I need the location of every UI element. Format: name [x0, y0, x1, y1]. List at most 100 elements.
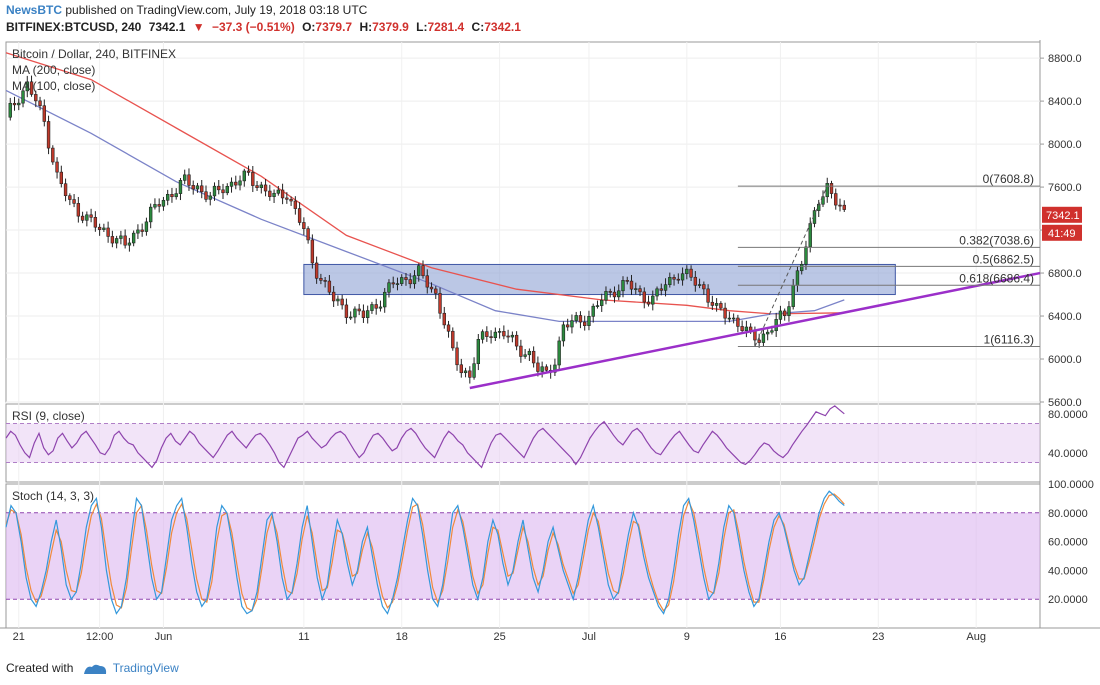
candle-body [246, 170, 251, 173]
candle-body [642, 291, 646, 303]
open-value: 7379.7 [315, 20, 353, 34]
candle-body [383, 291, 387, 308]
candle-body [161, 199, 166, 207]
candle-body [212, 185, 217, 197]
candle-body [485, 331, 489, 337]
symbol-label: BITFINEX:BTCUSD, 240 [6, 20, 142, 34]
tradingview-logo-icon [84, 664, 107, 674]
candle-body [63, 183, 68, 197]
close-value: 7342.1 [484, 20, 521, 34]
candle-body [229, 181, 234, 187]
candle-body [731, 317, 736, 320]
candle-body [85, 214, 89, 221]
candle-body [834, 193, 838, 206]
candle-body [110, 236, 115, 244]
price-tick-label: 6400.0 [1048, 311, 1082, 323]
candle-body [651, 295, 655, 305]
candle-body [234, 181, 238, 186]
candle-body [370, 304, 374, 311]
candle-body [55, 161, 59, 173]
candle-body [136, 229, 140, 234]
candle-body [366, 310, 370, 318]
candle-body [225, 186, 229, 194]
candle-body [668, 277, 672, 285]
price-tick-label: 6800.0 [1048, 268, 1082, 280]
fib-diagonal [754, 185, 828, 347]
footer: Created with TradingView [6, 661, 179, 675]
candle-body [710, 301, 715, 306]
candle-body [17, 102, 21, 106]
ma200-line [5, 52, 845, 315]
publish-info: NewsBTC published on TradingView.com, Ju… [6, 3, 367, 17]
candle-body [25, 81, 29, 92]
candle-body [344, 304, 349, 318]
change-arrow-icon: ▼ [192, 20, 205, 34]
candle-body [89, 214, 93, 218]
candle-body [208, 195, 212, 200]
candle-body [59, 171, 63, 185]
candle-body [217, 185, 221, 191]
chart-title: Bitcoin / Dollar, 240, BITFINEX [12, 47, 176, 61]
chart-canvas[interactable]: 5600.06000.06400.06800.07200.07600.08000… [0, 40, 1100, 660]
candle-body [144, 221, 149, 232]
candle-body [21, 90, 25, 104]
candle-body [412, 275, 417, 285]
candle-body [421, 265, 425, 277]
candle-body [140, 229, 144, 232]
fib-level-label: 0(7608.8) [983, 172, 1034, 186]
last-price: 7342.1 [148, 20, 186, 34]
candle-body [174, 193, 178, 198]
candle-body [629, 280, 634, 290]
chart-area[interactable]: 5600.06000.06400.06800.07200.07600.08000… [0, 40, 1100, 660]
candle-body [463, 370, 468, 374]
candle-body [446, 324, 451, 332]
high-label: H: [359, 20, 373, 34]
candle-body [740, 326, 744, 331]
candle-body [510, 334, 515, 338]
candle-body [783, 310, 787, 316]
low-value: 7281.4 [427, 20, 465, 34]
candle-body [327, 280, 332, 293]
candle-body [276, 189, 281, 194]
candle-body [497, 331, 502, 333]
candle-body [676, 278, 680, 281]
fib-level-label: 0.618(6686.4) [959, 271, 1034, 285]
time-tick-label: 16 [774, 631, 786, 643]
candle-body [702, 284, 706, 290]
candle-body [442, 312, 446, 326]
candle-body [251, 172, 255, 186]
time-tick-label: 25 [493, 631, 505, 643]
candle-body [425, 275, 429, 288]
candle-body [800, 264, 804, 272]
candle-body [612, 291, 617, 298]
candle-body [468, 370, 472, 378]
candle-body [119, 235, 123, 239]
candle-body [621, 280, 625, 292]
candle-body [719, 303, 723, 309]
candle-body [306, 228, 310, 241]
candle-body [723, 307, 727, 319]
time-tick-label: 18 [396, 631, 408, 643]
time-tick-label: Jun [155, 631, 173, 643]
candle-body [472, 363, 476, 378]
candle-body [319, 277, 323, 281]
candle-body [387, 282, 391, 293]
candle-body [506, 335, 510, 338]
candle-body [753, 330, 757, 341]
candle-body [297, 208, 302, 223]
candle-body [770, 330, 774, 333]
candle-body [8, 102, 12, 118]
candle-body [46, 121, 51, 149]
candle-body [289, 199, 293, 202]
candle-body [183, 174, 187, 181]
published-text: published on TradingView.com, July 19, 2… [65, 3, 368, 17]
candle-body [123, 235, 127, 246]
candle-body [127, 242, 132, 246]
candle-body [157, 204, 161, 207]
candle-body [417, 265, 421, 276]
publisher-name[interactable]: NewsBTC [6, 3, 63, 17]
candle-body [238, 180, 242, 186]
tradingview-link[interactable]: TradingView [112, 661, 179, 675]
candle-body [221, 189, 225, 194]
candle-body [29, 81, 34, 95]
